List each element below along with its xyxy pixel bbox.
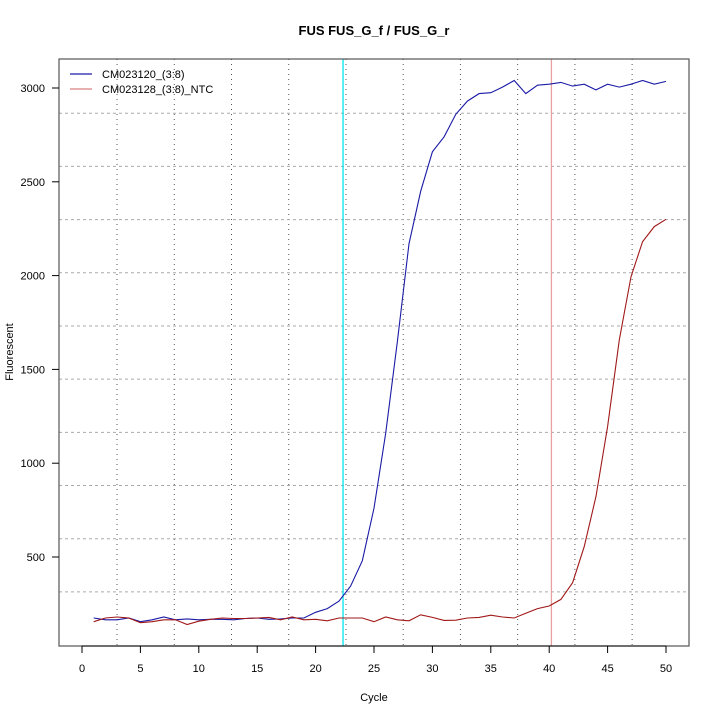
y-axis-title: Fluorescent	[4, 323, 16, 380]
y-tick-label: 2500	[21, 177, 45, 189]
y-tick-label: 3000	[21, 83, 45, 95]
y-axis: 500 1000 1500 2000 2500 3000	[21, 83, 59, 564]
x-tick-label: 10	[193, 663, 205, 675]
legend-label: CM023120_(3:8)	[102, 69, 185, 81]
x-tick-label: 50	[660, 663, 672, 675]
x-tick-label: 0	[79, 663, 85, 675]
x-tick-label: 5	[137, 663, 143, 675]
y-tick-label: 500	[27, 552, 45, 564]
series-line-1	[93, 79, 667, 623]
y-tick-label: 1500	[21, 364, 45, 376]
legend-label: CM023128_(3:8)_NTC	[102, 84, 213, 96]
x-tick-label: 35	[485, 663, 497, 675]
y-tick-label: 2000	[21, 271, 45, 283]
x-tick-label: 40	[543, 663, 555, 675]
x-tick-label: 30	[426, 663, 438, 675]
chart-title: FUS FUS_G_f / FUS_G_r	[299, 23, 450, 38]
plot-frame	[58, 58, 690, 647]
x-axis-title: Cycle	[360, 692, 388, 704]
x-tick-label: 25	[368, 663, 380, 675]
x-tick-label: 20	[309, 663, 321, 675]
x-tick-label: 15	[251, 663, 263, 675]
y-tick-label: 1000	[21, 458, 45, 470]
legend: CM023120_(3:8) CM023128_(3:8)_NTC	[70, 69, 213, 96]
x-axis: 0 5 10 15 20 25 30 35 40 45 50	[79, 645, 672, 675]
series-line-2	[93, 218, 667, 626]
threshold-lines	[342, 59, 553, 646]
grid	[59, 59, 689, 646]
series-lines	[93, 79, 667, 626]
x-tick-label: 45	[601, 663, 613, 675]
